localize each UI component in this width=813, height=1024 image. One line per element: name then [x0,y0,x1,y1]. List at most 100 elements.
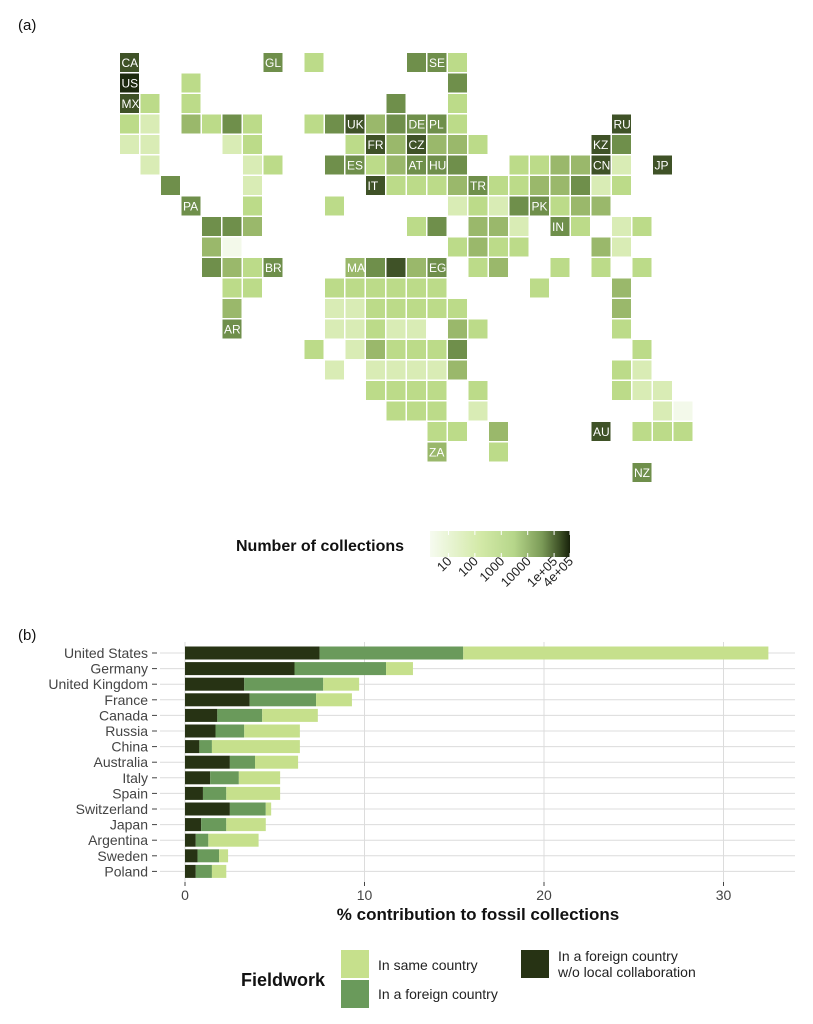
map-tile [181,73,201,93]
map-tile [366,114,385,134]
map-tile-label: US [122,77,139,91]
map-tile [386,114,406,134]
bar-canada-series-2 [262,708,318,722]
x-tick-label: 30 [716,887,732,903]
bar-japan-series-2 [226,818,266,832]
map-tile [509,196,529,216]
map-tile [243,196,262,216]
y-tick-label: France [104,692,148,708]
map-tile [407,258,426,277]
map-tile [407,176,426,195]
map-tile-fr [366,135,385,154]
map-tile [489,196,508,216]
bar-china-series-2 [211,740,300,754]
map-tile-label: UK [347,118,364,132]
bar-australia-series-2 [255,755,299,769]
map-tile [448,422,467,441]
tile-map: CA GL SE US MX UK DE PL RU FR CZ KZ ES AT HU CN JP IT TR PA… [120,53,693,482]
legend-label-foreign-no-collab-2: w/o local collaboration [557,964,696,980]
bar-poland-series-1 [195,864,212,878]
map-tile [427,360,447,380]
map-tile [550,258,570,277]
map-tile-label: BR [265,261,282,275]
map-tile [407,340,426,359]
map-tile-label: PK [532,200,548,214]
map-tile [571,196,590,216]
bar-china-series-1 [199,740,212,754]
map-tile-pl [427,114,447,134]
map-tile-label: DE [409,118,426,132]
map-tile [530,278,549,298]
map-tile-label: MX [122,97,140,111]
x-tick-label: 20 [536,887,552,903]
legend-label-foreign-no-collab-1: In a foreign country [558,948,678,964]
map-tile [468,381,488,400]
map-tile [202,114,221,134]
map-tile [325,299,344,318]
map-tile-label: FR [368,138,384,152]
bar-poland-series-0 [185,864,196,878]
map-tile [243,176,262,195]
map-tile [612,176,631,195]
map-tile [222,299,242,318]
map-tile [591,196,611,216]
map-tile [509,237,529,257]
map-tile-cz [407,135,426,154]
map-tile [243,155,262,175]
legend-label-foreign-country: In a foreign country [378,986,498,1002]
bar-united-states-series-1 [319,646,464,660]
map-tile-gl [263,53,283,72]
map-tile [448,299,467,318]
map-tile [448,94,467,113]
map-tile [632,258,652,277]
map-tile [202,237,221,257]
map-tile [386,94,406,113]
bar-united-states-series-2 [463,646,769,660]
map-tile [386,135,406,154]
map-tile [427,340,447,359]
map-tile [489,258,508,277]
bar-china-series-0 [185,740,200,754]
map-tile-label: GL [265,56,281,70]
map-tile-se [427,53,447,72]
y-tick-label: Italy [122,770,148,786]
map-tile [181,94,201,113]
map-tile [325,155,344,175]
map-tile [325,278,344,298]
map-tile [263,155,283,175]
map-tile-label: HU [429,159,446,173]
map-tile [386,299,406,318]
bar-russia-series-1 [215,724,245,738]
map-tile [468,258,488,277]
map-tile-label: TR [470,179,486,193]
map-legend-title: Number of collections [236,538,404,555]
bar-germany-series-1 [294,662,387,676]
map-tile [181,114,201,134]
legend-swatch-foreign-no-collab [521,950,549,978]
y-tick-label: Canada [99,707,148,723]
map-tile-za [427,442,447,462]
map-tile [366,278,385,298]
y-tick-label: Switzerland [76,801,148,817]
map-tile [448,73,467,93]
map-tile [407,360,426,380]
bar-italy-series-2 [238,771,281,785]
map-tile [468,196,488,216]
bar-sweden-series-1 [197,849,220,863]
map-tile [386,401,406,421]
map-tile [509,217,529,236]
map-tile-at [407,155,426,175]
map-tile-label: AU [593,425,610,439]
map-tile [530,155,549,175]
x-tick-label: 10 [357,887,373,903]
map-tile [386,258,406,277]
bar-japan-series-0 [185,818,202,832]
bar-poland-series-2 [211,864,227,878]
map-tile [632,422,652,441]
map-tile [632,360,652,380]
map-tile [468,319,488,339]
map-tile [427,381,447,400]
map-tile [448,360,467,380]
map-tile-ar [222,319,242,339]
map-tile [427,217,447,236]
